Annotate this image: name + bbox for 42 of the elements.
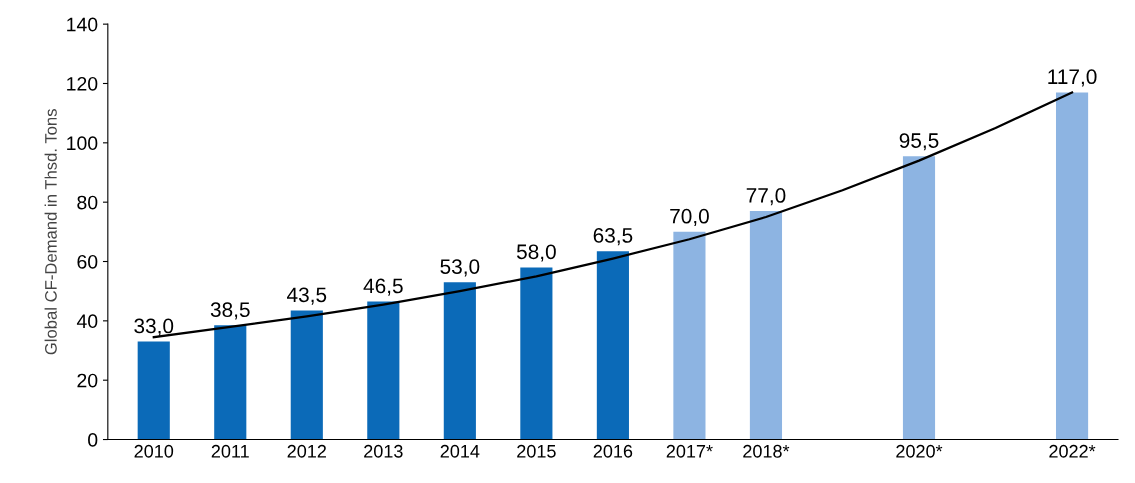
y-tick-label: 140	[67, 17, 98, 32]
data-label: 77,0	[746, 188, 786, 206]
x-tick-label: 2018*	[743, 444, 790, 458]
bar	[520, 267, 553, 440]
x-tick-label: 2014	[440, 444, 480, 458]
x-tick-label: 2012	[287, 444, 326, 458]
data-label: 53,0	[440, 259, 480, 277]
bar	[137, 341, 170, 440]
data-label: 33,0	[134, 318, 174, 336]
y-axis-title: Global CF-Demand in Thsd. Tons	[44, 109, 57, 355]
data-label: 63,5	[593, 228, 633, 246]
data-label: 117,0	[1048, 69, 1097, 87]
y-tick-label: 100	[67, 136, 98, 151]
data-label: 38,5	[210, 302, 250, 320]
data-label: 95,5	[899, 133, 939, 151]
x-tick-label: 2016	[593, 444, 633, 458]
x-tick-label: 2011	[211, 444, 249, 458]
bar	[290, 310, 323, 440]
x-tick-label: 2022*	[1049, 444, 1096, 458]
data-label: 58,0	[516, 244, 556, 262]
y-tick-label: 40	[76, 314, 98, 329]
x-tick-label: 2013	[364, 444, 403, 458]
data-label: 46,5	[363, 278, 403, 296]
bar	[1055, 92, 1089, 440]
bar	[749, 211, 783, 440]
bar	[443, 282, 476, 440]
y-tick-label: 0	[88, 433, 98, 447]
x-tick-label: 2020*	[896, 444, 943, 458]
x-tick-label: 2010	[134, 444, 174, 458]
y-tick-label: 80	[77, 195, 98, 210]
y-tick-label: 120	[67, 76, 98, 91]
data-label: 43,5	[287, 287, 327, 305]
bar	[596, 251, 629, 440]
bar	[367, 301, 400, 440]
x-tick-label: 2015	[517, 444, 556, 458]
y-tick-label: 20	[77, 373, 98, 388]
x-tick-label: 2017*	[666, 444, 713, 458]
bar	[673, 231, 706, 440]
bar	[214, 325, 247, 440]
data-label: 70,0	[670, 208, 709, 227]
y-tick-label: 60	[77, 254, 98, 269]
bar	[902, 156, 936, 440]
